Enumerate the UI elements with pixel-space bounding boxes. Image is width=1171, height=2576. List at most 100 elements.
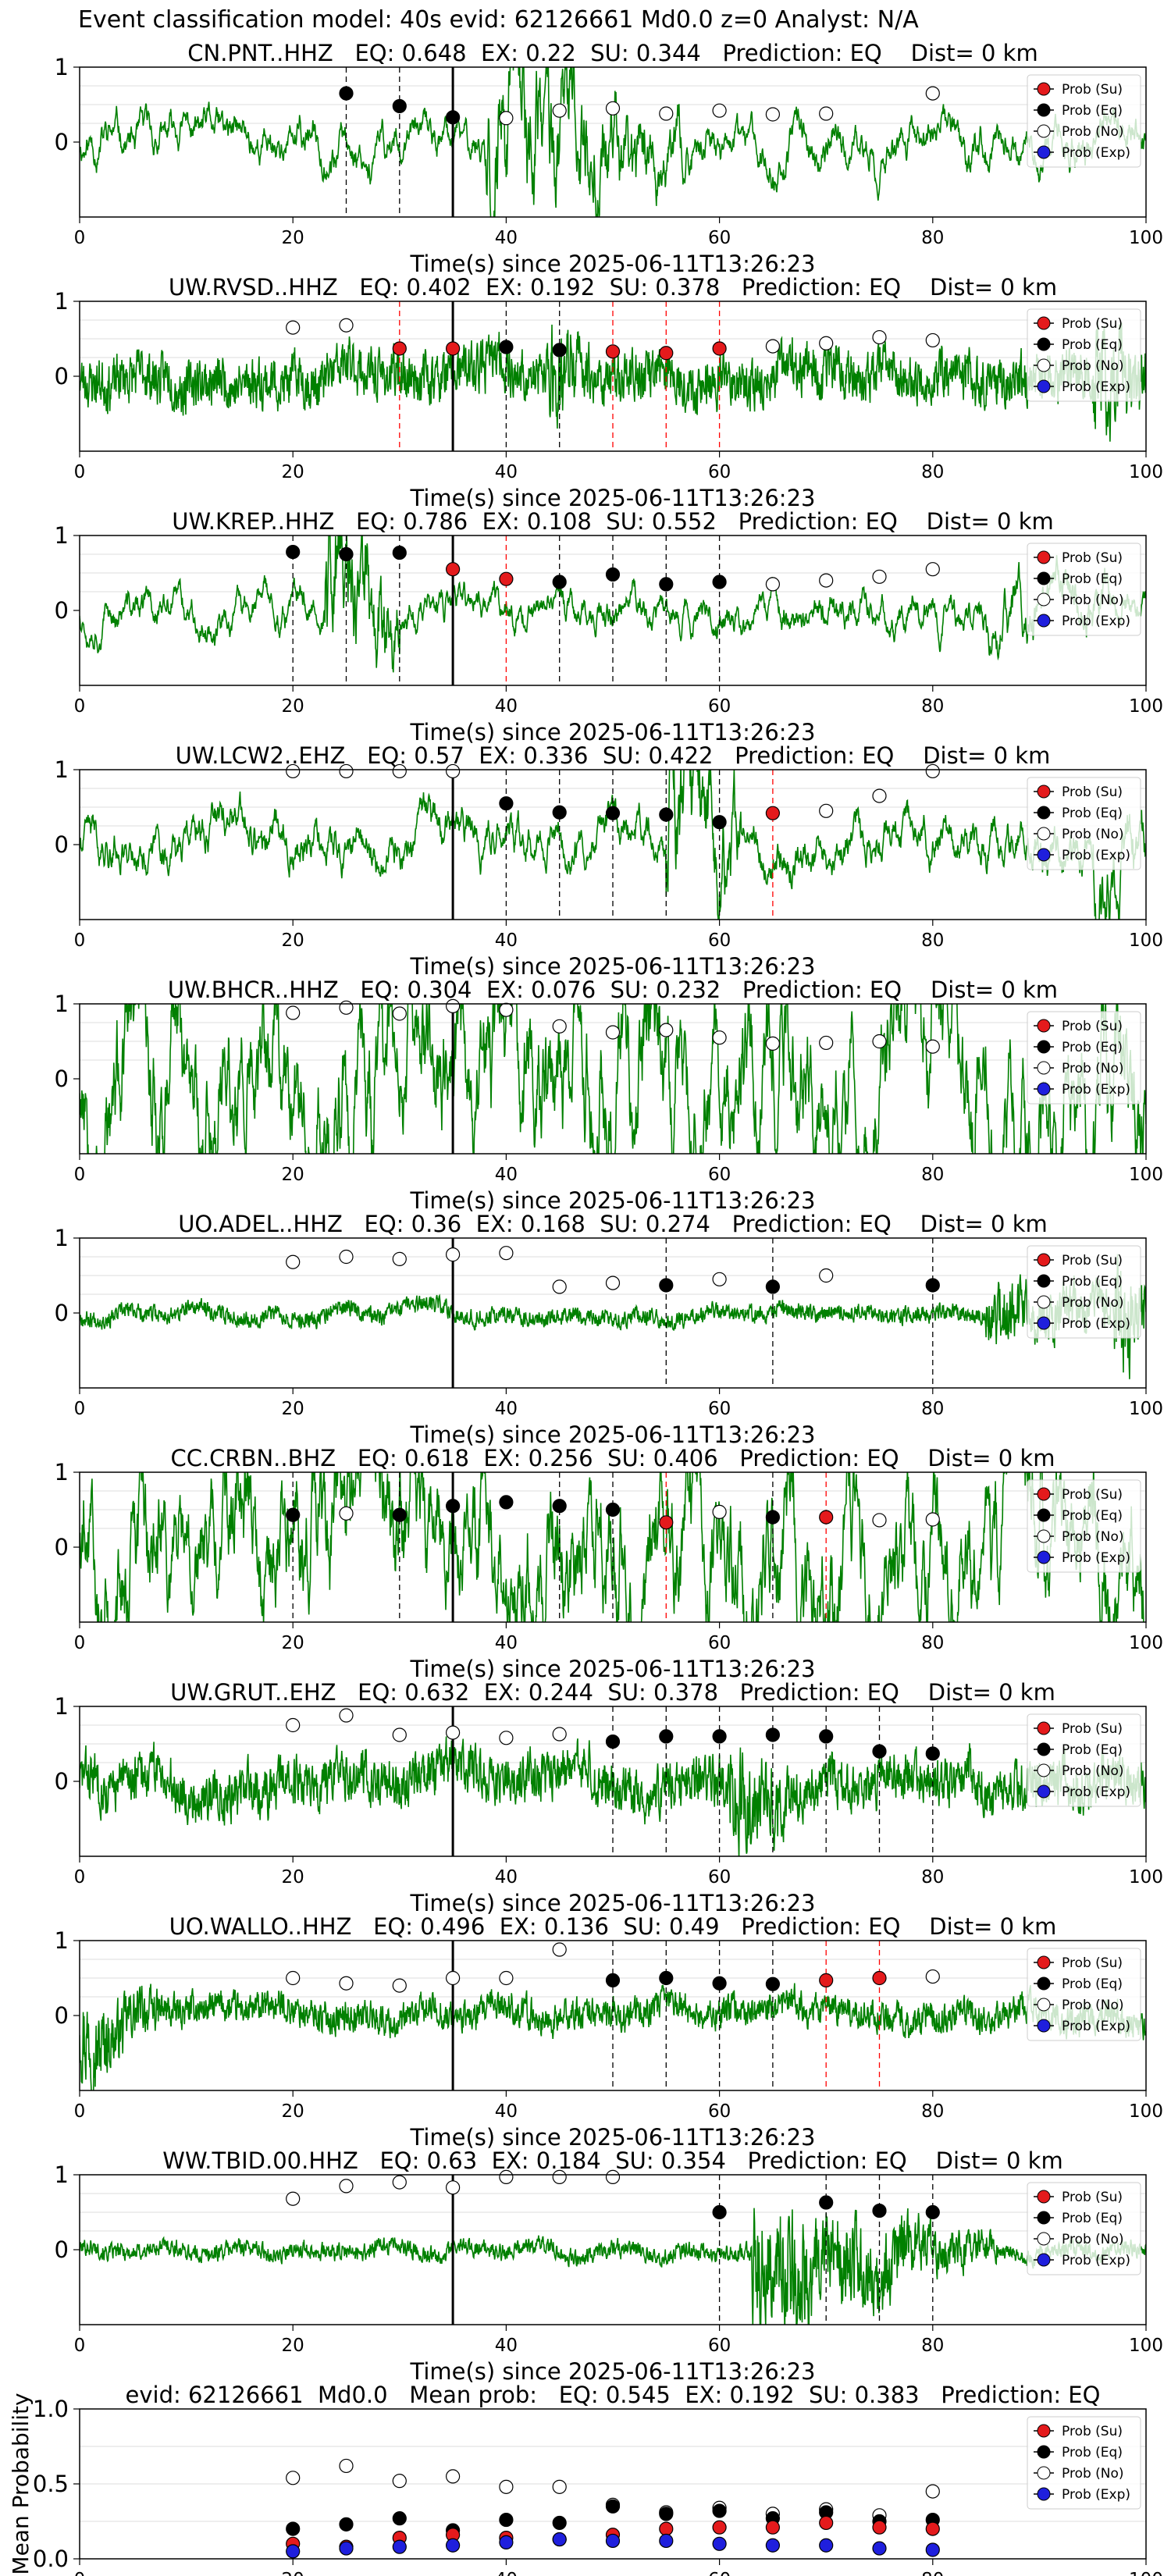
legend-box (1027, 1011, 1141, 1105)
x-tick-label: 80 (921, 930, 944, 951)
plot-frame (79, 1706, 1147, 1857)
prob-marker-no (392, 763, 407, 779)
x-tick-label: 60 (708, 1867, 731, 1888)
mean-prob-point (392, 2539, 407, 2554)
prob-marker-no (552, 1019, 567, 1034)
prob-marker-no (392, 1978, 407, 1993)
mean-prob-point (765, 2538, 781, 2553)
x-axis-label: Time(s) since 2025-06-11T13:26:23 (410, 953, 816, 980)
chart-panel: UO.ADEL..HHZ EQ: 0.36 EX: 0.168 SU: 0.27… (55, 1211, 1163, 1448)
legend-entry: Prob (Exp) (1062, 614, 1130, 629)
legend-entry: Prob (Eq) (1062, 1508, 1123, 1524)
prob-marker-su (819, 1510, 834, 1525)
prob-marker-su (819, 1973, 834, 1987)
prob-marker-no (286, 1005, 301, 1020)
legend-marker (1037, 2466, 1051, 2480)
legend-marker (1037, 1550, 1051, 1564)
prob-marker-eq (659, 1278, 674, 1293)
prob-marker-su (499, 571, 514, 586)
legend-marker (1037, 2445, 1051, 2459)
legend-entry: Prob (Eq) (1062, 1742, 1123, 1758)
prob-marker-no (605, 101, 621, 116)
legend-entry: Prob (No) (1062, 358, 1124, 374)
plot-frame (79, 1003, 1147, 1155)
mean-prob-point (286, 2521, 301, 2536)
x-axis-label: Time(s) since 2025-06-11T13:26:23 (410, 1187, 816, 1214)
legend-entry: Prob (Eq) (1062, 1040, 1123, 1055)
prob-marker-eq (765, 1510, 781, 1525)
prob-marker-no (286, 763, 301, 779)
x-tick-label: 60 (708, 462, 731, 482)
chart-panel: UO.WALLO..HHZ EQ: 0.496 EX: 0.136 SU: 0.… (55, 1913, 1163, 2151)
mean-prob-point (445, 2538, 461, 2553)
y-tick-label: 0 (55, 2002, 69, 2029)
prob-marker-eq (872, 1744, 887, 1759)
legend-entry: Prob (Eq) (1062, 806, 1123, 821)
prob-marker-no (819, 336, 834, 350)
x-tick-label: 0 (74, 1399, 86, 1419)
plot-frame (79, 1471, 1147, 1623)
prob-marker-eq (392, 545, 407, 560)
legend-box (1027, 1245, 1141, 1339)
legend-entry: Prob (Eq) (1062, 2211, 1123, 2226)
legend-box (1027, 2416, 1141, 2510)
waveform-trace (80, 322, 1146, 442)
x-tick-label: 60 (708, 1399, 731, 1419)
prob-marker-no (925, 562, 940, 577)
x-tick-label: 40 (495, 2336, 518, 2356)
prob-marker-eq (605, 1973, 621, 1987)
legend-entry: Prob (Eq) (1062, 1976, 1123, 1992)
prob-marker-no (552, 1279, 567, 1294)
waveform-trace (80, 1472, 1144, 1622)
prob-marker-eq (605, 806, 621, 820)
x-tick-label: 20 (282, 1867, 304, 1888)
legend-entry: Prob (No) (1062, 124, 1124, 140)
prob-marker-eq (445, 1499, 461, 1514)
prob-marker-eq (605, 1735, 621, 1749)
x-tick-label: 80 (921, 1633, 944, 1653)
prob-marker-no (445, 763, 461, 779)
x-tick-label: 60 (708, 930, 731, 951)
y-tick-label: 1 (55, 288, 69, 315)
mean-prob-point (659, 2521, 674, 2536)
x-tick-label: 40 (495, 930, 518, 951)
legend-marker (1037, 1316, 1051, 1330)
legend-entry: Prob (Su) (1062, 550, 1123, 566)
legend-box (1027, 1713, 1141, 1807)
prob-marker-eq (445, 110, 461, 125)
legend-entry: Prob (No) (1062, 1061, 1124, 1076)
x-tick-label: 100 (1129, 462, 1163, 482)
plot-frame (79, 1237, 1147, 1389)
prob-marker-no (392, 1727, 407, 1742)
prob-marker-no (286, 1970, 301, 1986)
plot-frame (79, 535, 1147, 686)
prob-marker-su (765, 806, 781, 820)
legend-marker (1037, 103, 1051, 117)
mean-prob-point (712, 2503, 727, 2518)
prob-marker-no (499, 1970, 514, 1986)
legend-marker (1037, 1040, 1051, 1054)
legend-marker (1037, 1998, 1051, 2012)
prob-marker-no (286, 2191, 301, 2206)
prob-marker-eq (819, 2195, 834, 2210)
y-tick-label: 1.0 (33, 2396, 69, 2422)
legend-entry: Prob (Exp) (1062, 1316, 1130, 1332)
mean-prob-point (925, 2521, 940, 2536)
x-tick-label: 60 (708, 228, 731, 248)
prob-marker-no (925, 333, 940, 348)
prob-marker-su (445, 562, 461, 577)
y-tick-label: 1 (55, 522, 69, 549)
waveform-trace (80, 2208, 1146, 2325)
y-tick-label: 0 (55, 129, 69, 155)
prob-marker-no (659, 106, 674, 121)
x-tick-label: 40 (495, 1867, 518, 1888)
legend-marker (1037, 1784, 1051, 1799)
x-tick-label: 60 (708, 696, 731, 717)
plot-frame (79, 769, 1147, 920)
x-tick-label: 60 (708, 2101, 731, 2122)
prob-marker-no (392, 2175, 407, 2190)
legend-entry: Prob (No) (1062, 592, 1124, 608)
prob-marker-eq (605, 1502, 621, 1517)
legend-marker (1037, 2211, 1051, 2225)
x-axis-label: Time(s) since 2025-06-11T13:26:23 (410, 251, 816, 277)
